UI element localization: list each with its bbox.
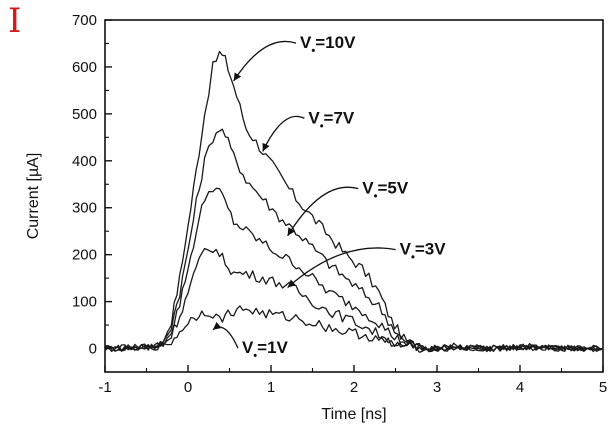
series-line-0 [104,50,604,353]
annotation-subscript: • [311,45,315,57]
series-line-3 [104,247,604,353]
annotation-arrow-0 [233,40,297,82]
y-axis-label: Current [µA] [25,153,42,240]
x-tick-label: 1 [267,379,275,396]
y-tick-label: 300 [72,200,97,217]
annotation-rest: =7V [324,108,355,127]
annotation-subscript: • [320,120,324,132]
annotation-label-3: V•=3V [400,240,447,264]
annotation-rest: =5V [378,179,409,198]
annotation-subscript: • [253,350,257,362]
annotation-main: V [242,338,254,357]
series-line-2 [104,187,604,353]
y-tick-label: 200 [72,247,97,264]
annotation-rest: =1V [257,338,288,357]
annotation-main: V [362,179,374,198]
annotation-arrow-4 [212,321,239,349]
annotation-rest: =3V [415,240,446,259]
x-axis-label: Time [ns] [321,406,386,423]
annotation-arrow-3 [287,247,396,289]
annotation-subscript: • [411,252,415,264]
annotation-arrow-2 [287,186,359,237]
y-tick-label: 600 [72,59,97,76]
y-tick-label: 0 [89,341,97,358]
annotation-subscript: • [374,191,378,203]
annotation-label-0: V•=10V [300,33,356,57]
y-tick-label: 500 [72,106,97,123]
y-tick-label: 700 [72,12,97,29]
y-tick-label: 400 [72,153,97,170]
annotation-main: V [400,240,412,259]
annotation-arrow-1 [262,115,305,152]
annotation-main: V [300,33,312,52]
x-tick-label: 0 [184,379,192,396]
y-tick-label: 100 [72,294,97,311]
panel-label: I [8,1,22,41]
annotation-label-1: V•=7V [308,108,355,132]
annotation-main: V [308,108,320,127]
x-tick-label: -1 [98,379,111,396]
x-tick-label: 5 [599,379,607,396]
x-tick-label: 3 [433,379,441,396]
x-tick-label: 4 [516,379,524,396]
series-line-4 [104,305,604,353]
annotation-label-4: V•=1V [242,338,289,362]
x-tick-label: 2 [350,379,358,396]
annotation-rest: =10V [315,33,356,52]
annotation-label-2: V•=5V [362,179,409,203]
axes: -1 0 1 2 3 4 5 0 100 200 300 400 500 600 700 [72,12,607,396]
series-group [104,50,604,353]
